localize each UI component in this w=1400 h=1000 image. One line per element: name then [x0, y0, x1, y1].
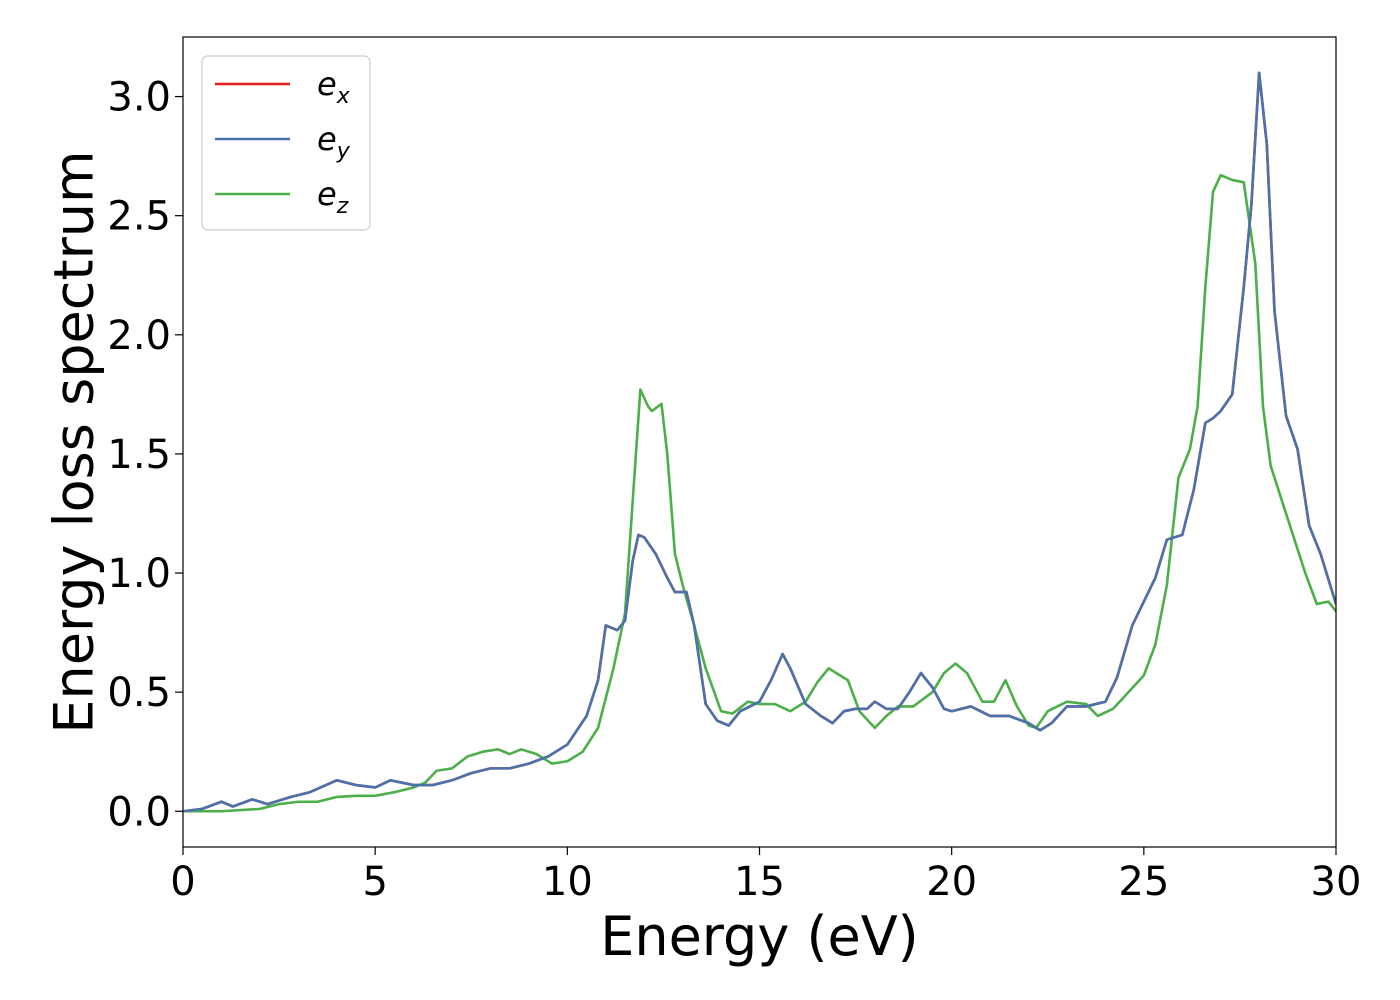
- legend-label-ex: ex: [317, 65, 351, 109]
- x-tick-label: 25: [1118, 859, 1169, 905]
- y-tick-label: 0.0: [107, 789, 171, 835]
- x-tick-label: 30: [1311, 859, 1362, 905]
- legend: ex ey ez: [201, 55, 371, 231]
- y-tick-label: 3.0: [107, 75, 171, 121]
- x-tick-label: 10: [542, 859, 593, 905]
- series-line-ez: [183, 173, 1336, 813]
- ticks-layer: 0 5 10 15 20 25 30 0.0 0.5 1.0 1.5 2.0 2.5 3.0: [107, 75, 1361, 905]
- x-tick-label: 5: [362, 859, 387, 905]
- y-tick-label: 2.5: [107, 194, 171, 240]
- y-tick-label: 2.0: [107, 313, 171, 359]
- y-tick-label: 0.5: [107, 670, 171, 716]
- x-tick-label: 15: [734, 859, 785, 905]
- series-line-ey: [183, 71, 1336, 813]
- y-axis-title: Energy loss spectrum: [43, 150, 106, 733]
- legend-label-ez: ez: [317, 175, 349, 219]
- x-tick-label: 0: [170, 859, 195, 905]
- y-tick-label: 1.5: [107, 432, 171, 478]
- legend-label-ey: ey: [317, 120, 351, 164]
- series-layer: [183, 71, 1336, 813]
- legend-box: [201, 55, 371, 231]
- y-tick-label: 1.0: [107, 551, 171, 597]
- x-axis-title: Energy (eV): [600, 905, 919, 968]
- x-tick-label: 20: [926, 859, 977, 905]
